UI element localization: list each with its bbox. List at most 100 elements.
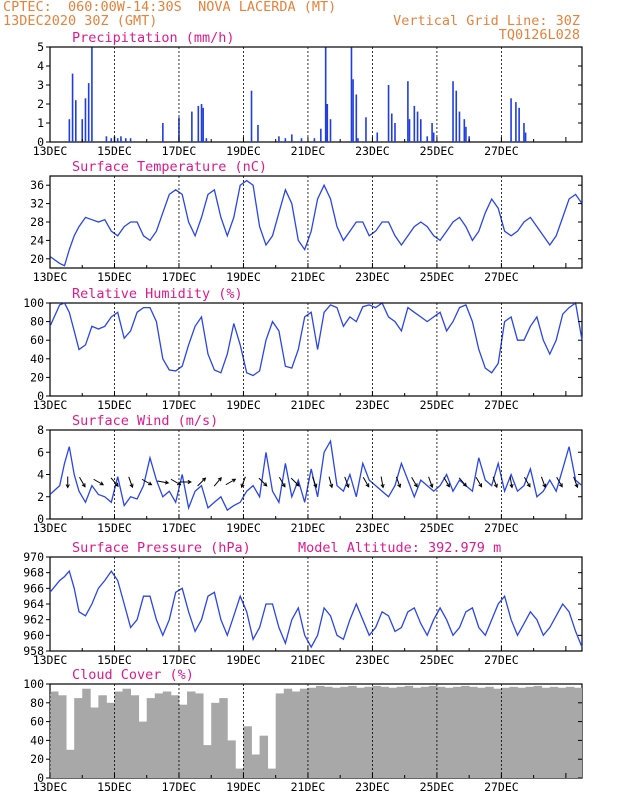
precip-bar <box>324 47 327 142</box>
cloud-bar <box>477 687 486 778</box>
precip-bar <box>202 107 204 142</box>
wind-arrow <box>509 476 514 489</box>
y-tick-label: 0 <box>37 512 44 526</box>
y-tick-label: 28 <box>30 215 44 229</box>
precip-bar <box>205 138 208 142</box>
y-tick-label: 0 <box>37 771 44 785</box>
cloud-bar <box>316 685 325 778</box>
x-tick-label: 25DEC <box>420 144 455 158</box>
x-tick-label: 21DEC <box>291 270 326 284</box>
x-tick-label: 17DEC <box>162 653 197 667</box>
wind-arrow <box>475 476 483 488</box>
precip-bar <box>458 111 461 142</box>
wind-arrow-shaft <box>475 476 483 488</box>
wind-arrow <box>179 479 192 485</box>
wind-arrow-head <box>558 483 563 488</box>
wind-arrow <box>395 476 402 489</box>
x-tick-label: 19DEC <box>226 521 261 535</box>
wind-arrow-head <box>542 483 547 489</box>
y-tick-label: 3 <box>37 78 44 92</box>
wind-arrow <box>362 476 370 488</box>
cloud-bar <box>573 687 582 778</box>
precip-bar <box>416 111 419 142</box>
wind-arrow-head <box>478 483 483 488</box>
y-tick-label: 20 <box>30 752 44 766</box>
cloud-bar <box>170 695 180 778</box>
x-tick-label: 23DEC <box>355 780 390 794</box>
wind-arrow-shaft <box>157 480 169 484</box>
plot-frame <box>49 429 583 520</box>
cloud-bar <box>195 693 204 778</box>
precip-bar <box>278 136 280 142</box>
precip-bar <box>191 111 193 142</box>
wind-arrow <box>380 476 385 489</box>
panel-title: Cloud Cover (%) <box>72 667 194 683</box>
cloud-bar <box>243 726 252 778</box>
cloud-bar <box>82 688 91 778</box>
x-tick-label: 25DEC <box>420 653 455 667</box>
wind-arrow <box>411 476 418 488</box>
wind-arrow <box>197 477 207 487</box>
cloud-bar <box>340 686 349 778</box>
cloud-bar <box>259 735 269 778</box>
precip-bar <box>320 128 322 142</box>
wind-arrow-head <box>329 483 334 489</box>
precip-bar <box>124 138 127 142</box>
precip-bar <box>523 123 525 142</box>
plot-frame <box>49 46 583 143</box>
wind-arrow <box>312 476 318 489</box>
y-tick-label: 968 <box>23 566 44 580</box>
cloud-bar <box>267 768 277 778</box>
wind-arrow-shaft <box>540 476 546 488</box>
wind-arrow <box>540 476 547 489</box>
precip-bar <box>162 123 164 142</box>
y-tick-label: 1 <box>37 116 44 130</box>
precip-bar <box>81 119 84 142</box>
wind-arrow <box>573 476 579 489</box>
cloud-bar <box>138 721 148 778</box>
x-tick-label: 13DEC <box>33 398 68 412</box>
cloud-bar <box>154 693 164 778</box>
wind-arrow-head <box>263 482 268 487</box>
wind-arrow <box>428 476 434 489</box>
y-tick-label: 20 <box>30 252 44 266</box>
cloud-bar <box>235 768 244 778</box>
cloud-bar <box>275 693 285 778</box>
x-tick-label: 13DEC <box>33 653 68 667</box>
cloud-bar <box>299 688 309 778</box>
cloud-bar <box>469 686 478 778</box>
y-tick-label: 4 <box>37 59 44 73</box>
precip-bar <box>91 47 93 142</box>
y-tick-label: 60 <box>30 333 44 347</box>
wind-arrow-shaft <box>278 476 286 488</box>
cloud-bar <box>412 687 422 778</box>
cloud-bar <box>533 685 543 778</box>
wind-arrow-head <box>217 476 222 482</box>
cloud-bar <box>444 687 454 778</box>
wind-arrow-head <box>187 479 192 485</box>
wind-arrow-shaft <box>411 476 418 488</box>
wind-arrow-shaft <box>128 476 133 488</box>
y-tick-label: 40 <box>30 352 44 366</box>
cloud-bar <box>420 686 430 778</box>
wind-arrow-head <box>462 482 467 488</box>
precip-bar <box>452 81 454 142</box>
cloud-bar <box>291 691 301 778</box>
wind-arrow-head <box>380 483 385 489</box>
cloud-bar <box>428 685 438 778</box>
wind-arrow-shaft <box>141 478 152 486</box>
precip-bar <box>84 98 87 142</box>
panel-title: Surface Wind (m/s) <box>72 413 218 429</box>
wind-arrow-shaft <box>443 476 450 488</box>
panel-title: Surface Pressure (hPa) <box>72 540 251 556</box>
precip-bar <box>387 85 390 142</box>
wind-arrow-shaft <box>524 476 531 488</box>
x-tick-label: 17DEC <box>162 144 197 158</box>
cloud-bar <box>283 688 293 778</box>
x-tick-label: 21DEC <box>291 144 326 158</box>
cloud-bar <box>541 687 551 778</box>
x-tick-label: 17DEC <box>162 780 197 794</box>
precip-bar <box>129 138 132 142</box>
cloud-bar <box>219 698 228 778</box>
